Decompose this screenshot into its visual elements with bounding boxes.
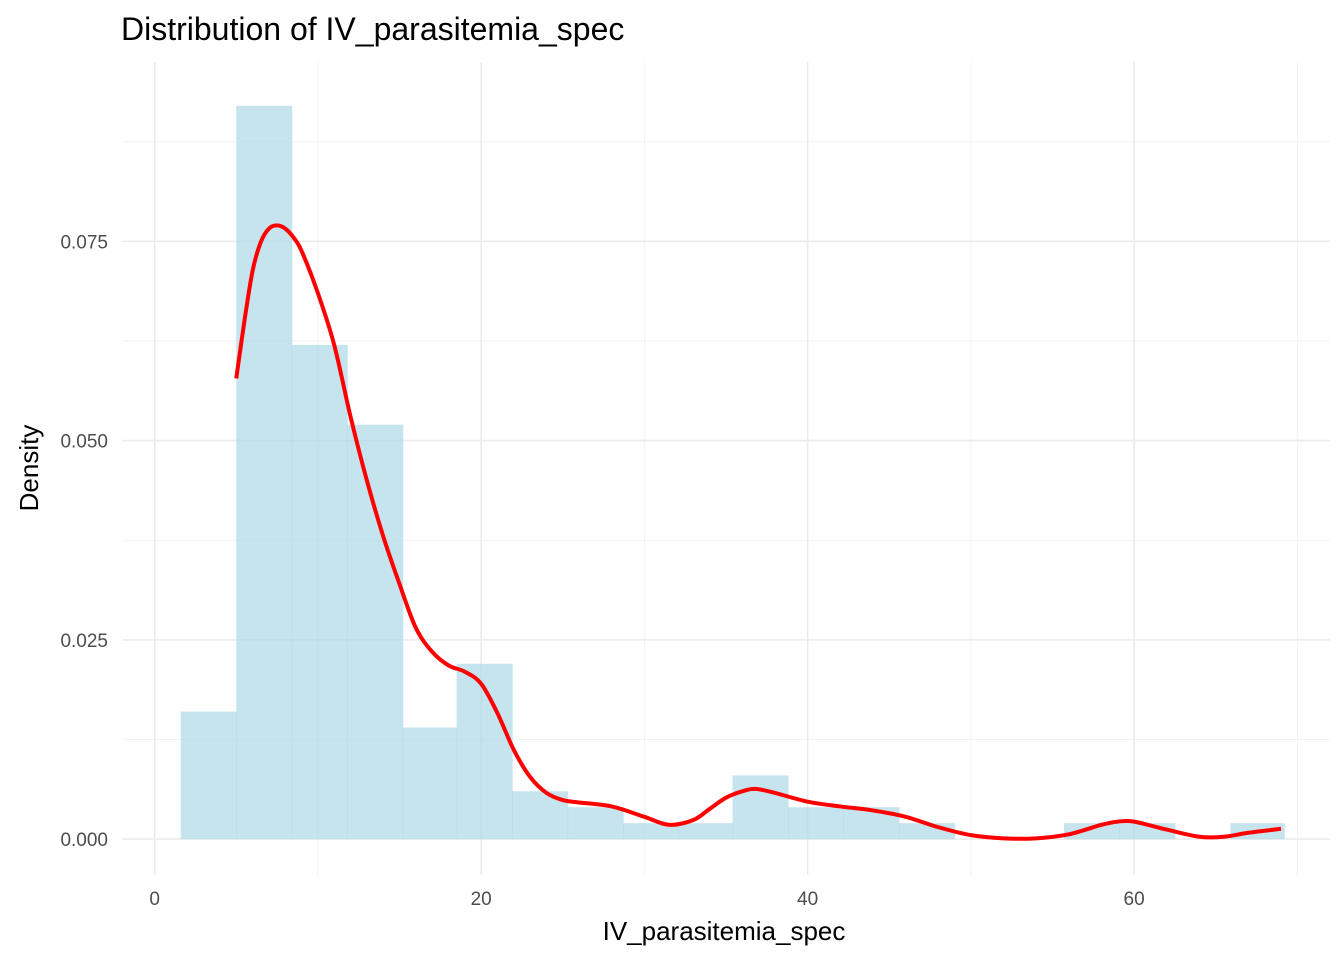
density-curve-layer: [234, 223, 1282, 841]
y-tick-label: 0.050: [60, 432, 108, 453]
x-axis-title: IV_parasitemia_spec: [603, 916, 846, 946]
y-axis-title: Density: [14, 425, 44, 512]
histogram-bar: [678, 823, 734, 840]
density-curve: [234, 223, 1282, 841]
histogram-bar: [1063, 823, 1120, 840]
histogram-bar: [180, 711, 237, 840]
histogram-bar: [788, 807, 845, 840]
histogram-bar: [456, 663, 513, 840]
y-tick-label: 0.000: [60, 830, 108, 851]
y-tick-label: 0.075: [60, 232, 108, 253]
histogram-bar: [567, 807, 624, 840]
histogram-bar: [732, 775, 789, 840]
x-tick-label: 20: [471, 889, 492, 910]
x-tick-label: 40: [797, 889, 818, 910]
histogram-bar: [291, 344, 348, 840]
y-tick-label: 0.025: [60, 631, 108, 652]
chart-title: Distribution of IV_parasitemia_spec: [121, 11, 624, 47]
x-tick-label: 0: [149, 889, 160, 910]
x-tick-label: 60: [1124, 889, 1145, 910]
histogram-bar: [623, 823, 680, 840]
axis-tick-labels: 0 20 40 60 0.000 0.025 0.050 0.075: [60, 232, 1144, 910]
histogram-bar: [236, 105, 293, 840]
histogram-bars: [180, 105, 1285, 840]
histogram-bar: [402, 727, 458, 840]
histogram-bar: [347, 424, 404, 840]
